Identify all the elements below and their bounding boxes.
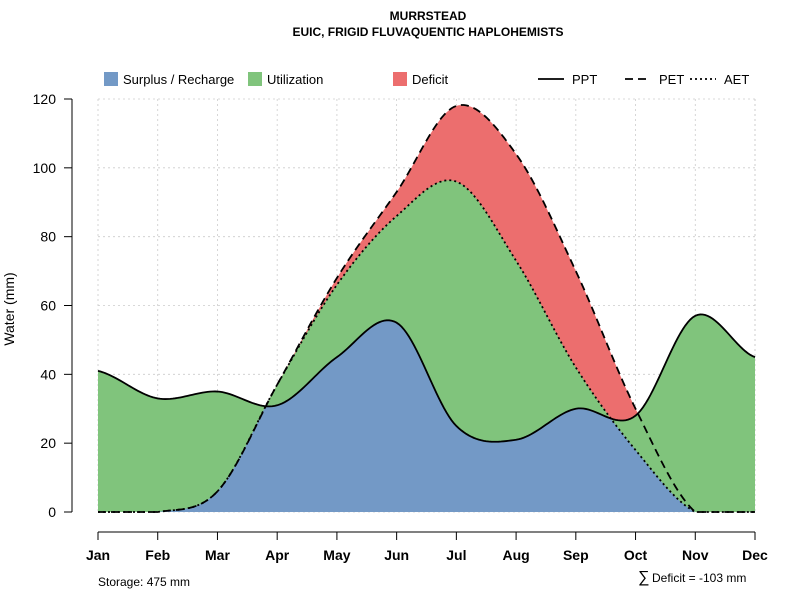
legend-item-ppt: PPT <box>538 72 597 87</box>
legend-label: PPT <box>572 72 597 87</box>
legend-item-surplus-recharge: Surplus / Recharge <box>104 72 234 87</box>
x-tick-label: Apr <box>265 547 290 563</box>
legend-label: Deficit <box>412 72 449 87</box>
y-tick-label: 100 <box>33 160 57 176</box>
legend-label: Surplus / Recharge <box>123 72 234 87</box>
y-axis-label: Water (mm) <box>1 272 17 345</box>
chart-subtitle: EUIC, FRIGID FLUVAQUENTIC HAPLOHEMISTS <box>292 25 563 39</box>
x-tick-label: Sep <box>563 547 589 563</box>
legend-swatch <box>104 72 118 86</box>
chart-title: MURRSTEAD <box>390 9 467 23</box>
legend-swatch <box>393 72 407 86</box>
sum-symbol: ∑ <box>638 569 649 586</box>
series-line-ppt <box>97 313 756 443</box>
y-tick-label: 40 <box>40 366 56 382</box>
y-tick-label: 60 <box>40 298 56 314</box>
legend-label: PET <box>659 72 684 87</box>
x-tick-label: Dec <box>742 547 768 563</box>
x-tick-label: Oct <box>624 547 648 563</box>
y-tick-label: 80 <box>40 229 56 245</box>
y-tick-label: 120 <box>33 91 57 107</box>
legend-item-utilization: Utilization <box>248 72 323 87</box>
x-tick-label: Jul <box>446 547 466 563</box>
x-tick-label: May <box>323 547 350 563</box>
legend-label: Utilization <box>267 72 323 87</box>
x-tick-label: Mar <box>205 547 230 563</box>
y-tick-label: 20 <box>40 435 56 451</box>
storage-annotation: Storage: 475 mm <box>98 575 190 589</box>
legend-item-pet: PET <box>625 72 684 87</box>
x-tick-label: Jan <box>86 547 110 563</box>
x-tick-label: Nov <box>682 547 709 563</box>
y-tick-label: 0 <box>48 504 56 520</box>
series-line-aet <box>98 179 755 513</box>
legend: Surplus / Recharge Utilization Deficit PPT P… <box>104 72 749 87</box>
x-tick-label: Aug <box>502 547 529 563</box>
axes: 0 20 40 60 80 100 120 Jan Feb Mar Apr May Jun Jul Aug S… <box>33 91 768 563</box>
x-tick-label: Feb <box>145 547 170 563</box>
surplus-area <box>98 320 755 512</box>
deficit-annotation: Deficit = -103 mm <box>652 571 746 585</box>
legend-item-aet: AET <box>690 72 749 87</box>
legend-swatch <box>248 72 262 86</box>
series-lines <box>97 104 756 513</box>
legend-item-deficit: Deficit <box>393 72 449 87</box>
legend-label: AET <box>724 72 749 87</box>
x-tick-label: Jun <box>384 547 409 563</box>
